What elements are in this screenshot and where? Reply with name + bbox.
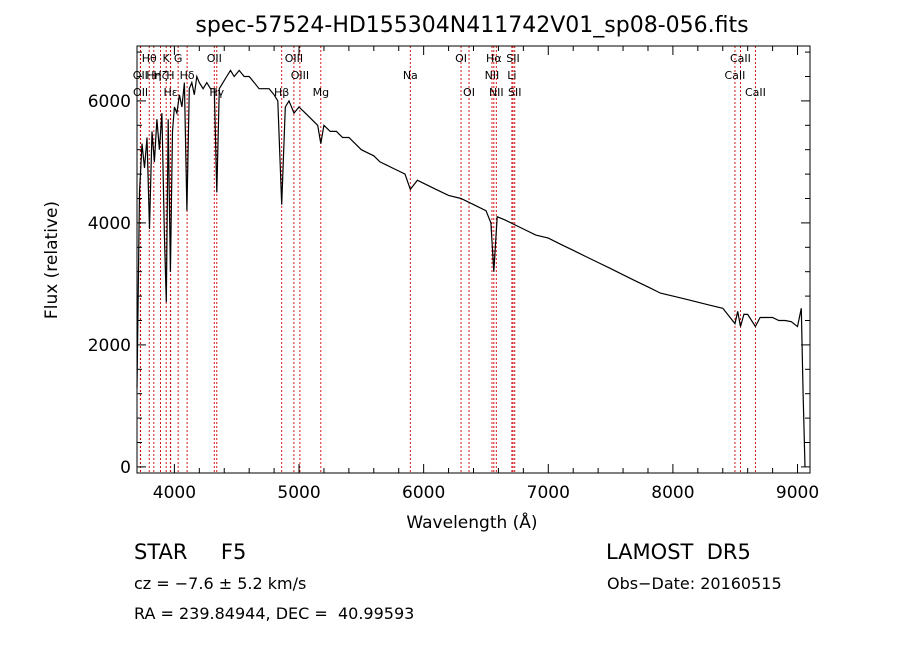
marker-label-7: Hε	[164, 86, 178, 99]
marker-label-9: Hδ	[180, 69, 195, 82]
y-axis-label: Flux (relative)	[42, 201, 62, 319]
marker-label-20: NII	[485, 69, 500, 82]
survey-name: LAMOST DR5	[606, 540, 751, 564]
marker-label-10: OII	[207, 52, 222, 65]
spectral-line-markers	[139, 46, 756, 473]
marker-label-13: OIII	[285, 52, 303, 65]
x-tick-label: 9000	[776, 483, 819, 503]
marker-label-3: Hη	[146, 69, 161, 82]
marker-label-11: Hγ	[209, 86, 224, 99]
marker-label-6: H	[166, 69, 174, 82]
marker-label-19: Hα	[486, 52, 502, 65]
marker-label-14: OIII	[291, 69, 309, 82]
marker-label-21: NII	[489, 86, 504, 99]
y-tick-label: 0	[120, 458, 131, 478]
marker-label-16: Na	[403, 69, 418, 82]
redshift-velocity: cz = −7.6 ± 5.2 km/s	[134, 574, 307, 593]
y-tick-label: 2000	[88, 336, 131, 356]
marker-label-15: Mg	[313, 86, 329, 99]
sky-coordinates: RA = 239.84944, DEC = 40.99593	[134, 604, 415, 623]
marker-label-12: Hβ	[274, 86, 289, 99]
marker-label-8: G	[174, 52, 183, 65]
spectrum-chart: spec-57524-HD155304N411742V01_sp08-056.f…	[42, 13, 819, 533]
marker-label-24: SII	[508, 86, 521, 99]
observation-date: Obs−Date: 20160515	[607, 574, 782, 593]
marker-label-18: OI	[463, 86, 475, 99]
marker-label-4: Hζ	[153, 69, 167, 82]
marker-label-22: SII	[506, 52, 519, 65]
x-axis-label: Wavelength (Å)	[406, 511, 537, 533]
x-tick-label: 5000	[277, 483, 320, 503]
marker-label-25: CaII	[725, 69, 746, 82]
marker-label-0: Hθ	[142, 52, 157, 65]
y-axis: 0 2000 4000 6000	[88, 51, 810, 478]
object-class: STAR F5	[134, 540, 247, 564]
marker-label-2: OII	[133, 86, 148, 99]
x-tick-label: 6000	[402, 483, 445, 503]
marker-label-5: K	[163, 52, 171, 65]
marker-label-27: CaII	[745, 86, 766, 99]
x-tick-label: 7000	[527, 483, 570, 503]
marker-label-23: Li	[507, 69, 516, 82]
chart-title: spec-57524-HD155304N411742V01_sp08-056.f…	[195, 13, 748, 38]
x-tick-label: 4000	[153, 483, 196, 503]
y-tick-label: 6000	[88, 92, 131, 112]
spectrum-line	[136, 69, 806, 467]
plot-frame	[136, 45, 811, 474]
x-tick-label: 8000	[651, 483, 694, 503]
marker-label-17: OI	[455, 52, 467, 65]
marker-label-26: CaII	[730, 52, 751, 65]
x-axis: 4000 5000 6000 7000 8000 9000	[153, 46, 819, 503]
y-tick-label: 4000	[88, 214, 131, 234]
